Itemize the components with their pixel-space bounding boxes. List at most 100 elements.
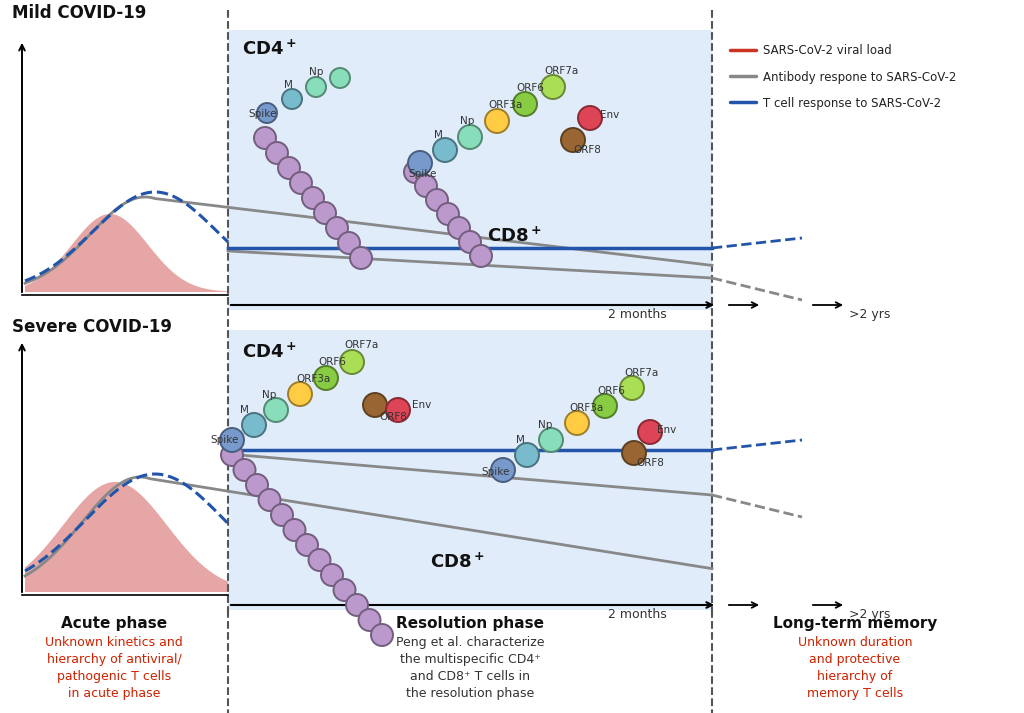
Text: Env: Env xyxy=(412,400,431,410)
Text: Env: Env xyxy=(657,425,676,435)
Text: Unknown duration: Unknown duration xyxy=(798,636,912,649)
Text: ORF6: ORF6 xyxy=(516,83,544,93)
Text: Severe COVID-19: Severe COVID-19 xyxy=(12,318,172,336)
Circle shape xyxy=(539,428,563,452)
Text: Spike: Spike xyxy=(248,109,276,119)
Text: pathogenic T cells: pathogenic T cells xyxy=(57,670,171,683)
Text: 2 months: 2 months xyxy=(607,608,667,621)
Text: $\mathbf{CD4^+}$: $\mathbf{CD4^+}$ xyxy=(242,343,297,362)
Circle shape xyxy=(404,161,426,183)
Circle shape xyxy=(258,489,281,511)
Circle shape xyxy=(257,103,278,123)
Text: in acute phase: in acute phase xyxy=(68,687,160,700)
Circle shape xyxy=(246,474,268,496)
Circle shape xyxy=(266,142,288,164)
Text: M: M xyxy=(240,405,249,415)
Circle shape xyxy=(314,202,336,224)
Text: Antibody respone to SARS-CoV-2: Antibody respone to SARS-CoV-2 xyxy=(763,71,956,83)
Text: ORF8: ORF8 xyxy=(636,458,664,468)
Circle shape xyxy=(282,89,302,109)
Circle shape xyxy=(308,549,331,571)
Circle shape xyxy=(515,443,539,467)
Circle shape xyxy=(338,232,360,254)
Circle shape xyxy=(358,609,381,631)
Text: Spike: Spike xyxy=(408,169,436,179)
Circle shape xyxy=(426,189,449,211)
Text: Mild COVID-19: Mild COVID-19 xyxy=(12,4,146,22)
Text: Spike: Spike xyxy=(481,467,509,477)
Text: >2 yrs: >2 yrs xyxy=(849,608,891,621)
Circle shape xyxy=(296,534,318,556)
Circle shape xyxy=(541,75,565,99)
Text: SARS-CoV-2 viral load: SARS-CoV-2 viral load xyxy=(763,44,892,58)
Text: Unknown kinetics and: Unknown kinetics and xyxy=(45,636,183,649)
Circle shape xyxy=(278,157,300,179)
Circle shape xyxy=(565,411,589,435)
Circle shape xyxy=(302,187,324,209)
Circle shape xyxy=(334,579,355,601)
Circle shape xyxy=(437,203,459,225)
Text: 2 months: 2 months xyxy=(607,308,667,321)
Circle shape xyxy=(284,519,305,541)
Text: Np: Np xyxy=(262,390,276,400)
Circle shape xyxy=(458,125,482,149)
Circle shape xyxy=(350,247,372,269)
Circle shape xyxy=(264,398,288,422)
Circle shape xyxy=(340,350,364,374)
Text: ORF3a: ORF3a xyxy=(569,403,603,413)
Text: ORF8: ORF8 xyxy=(573,145,601,155)
Circle shape xyxy=(221,444,243,466)
Text: M: M xyxy=(516,435,525,445)
Text: M: M xyxy=(284,80,293,90)
Text: hierarchy of antiviral/: hierarchy of antiviral/ xyxy=(47,653,181,666)
Circle shape xyxy=(578,106,602,130)
Circle shape xyxy=(290,172,312,194)
Text: the multispecific CD4⁺: the multispecific CD4⁺ xyxy=(399,653,541,666)
Bar xyxy=(228,30,712,310)
Text: and CD8⁺ T cells in: and CD8⁺ T cells in xyxy=(410,670,530,683)
Text: Np: Np xyxy=(309,67,324,77)
Circle shape xyxy=(362,393,387,417)
Circle shape xyxy=(371,624,393,646)
Text: $\mathbf{CD4^+}$: $\mathbf{CD4^+}$ xyxy=(242,40,297,59)
Circle shape xyxy=(513,92,537,116)
Circle shape xyxy=(220,428,244,452)
Circle shape xyxy=(449,217,470,239)
Circle shape xyxy=(620,376,644,400)
Circle shape xyxy=(638,420,662,444)
Text: ORF6: ORF6 xyxy=(597,386,625,396)
Text: Np: Np xyxy=(538,420,552,430)
Circle shape xyxy=(326,217,348,239)
Circle shape xyxy=(408,151,432,175)
Text: ORF7a: ORF7a xyxy=(544,66,579,76)
Circle shape xyxy=(233,459,256,481)
Bar xyxy=(228,330,712,610)
Circle shape xyxy=(415,175,437,197)
Text: T cell response to SARS-CoV-2: T cell response to SARS-CoV-2 xyxy=(763,96,941,110)
Circle shape xyxy=(321,564,343,586)
Text: Peng et al. characterize: Peng et al. characterize xyxy=(395,636,544,649)
Circle shape xyxy=(470,245,492,267)
Text: hierarchy of: hierarchy of xyxy=(817,670,893,683)
Text: Np: Np xyxy=(460,116,474,126)
Circle shape xyxy=(490,458,515,482)
Text: ORF7a: ORF7a xyxy=(344,340,378,350)
Circle shape xyxy=(622,441,646,465)
Text: Env: Env xyxy=(600,110,620,120)
Circle shape xyxy=(561,128,585,152)
Circle shape xyxy=(459,231,481,253)
Circle shape xyxy=(242,413,266,437)
Text: ORF6: ORF6 xyxy=(318,357,346,367)
Circle shape xyxy=(433,138,457,162)
Circle shape xyxy=(254,127,276,149)
Text: M: M xyxy=(434,130,442,140)
Text: >2 yrs: >2 yrs xyxy=(849,308,891,321)
Text: ORF3a: ORF3a xyxy=(296,374,331,384)
Text: Spike: Spike xyxy=(210,435,239,445)
Circle shape xyxy=(593,394,617,418)
Text: ORF7a: ORF7a xyxy=(624,368,658,378)
Text: memory T cells: memory T cells xyxy=(807,687,903,700)
Text: $\mathbf{CD8^+}$: $\mathbf{CD8^+}$ xyxy=(487,227,542,246)
Circle shape xyxy=(288,382,312,406)
Text: and protective: and protective xyxy=(809,653,900,666)
